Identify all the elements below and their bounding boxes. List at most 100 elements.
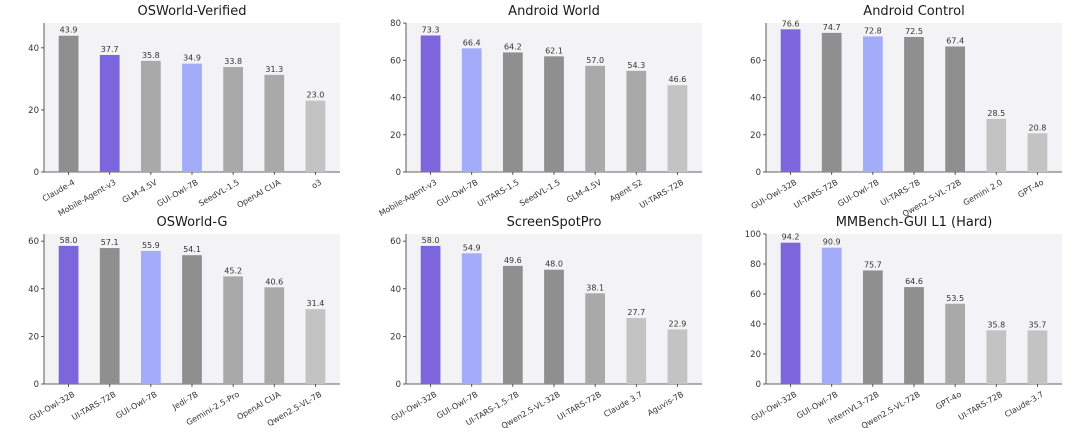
category-label: OpenAI CUA <box>235 178 282 210</box>
data-label: 66.4 <box>463 38 481 47</box>
data-label: 72.8 <box>864 26 882 35</box>
y-tick-label: 0 <box>396 168 401 178</box>
data-label: 46.6 <box>669 75 687 84</box>
data-label: 35.8 <box>987 320 1005 329</box>
category-label: UI-TARS-72B <box>70 390 117 422</box>
category-label: GPT-4o <box>1016 178 1045 200</box>
bar <box>264 74 285 172</box>
chart-panel-1: OSWorld-Verified0204043.9Claude-437.7Mob… <box>28 4 340 218</box>
data-label: 53.5 <box>946 294 964 303</box>
bar <box>1027 133 1048 172</box>
data-label: 40.6 <box>265 277 283 286</box>
y-tick-label: 40 <box>28 44 39 54</box>
y-tick-label: 40 <box>390 285 401 295</box>
data-label: 76.6 <box>782 19 800 28</box>
y-tick-label: 20 <box>390 332 401 342</box>
y-tick-label: 60 <box>750 290 761 300</box>
bar <box>862 36 883 172</box>
bar <box>667 85 688 172</box>
category-label: GUI-Owl-7B <box>155 178 199 209</box>
bar <box>544 269 564 384</box>
category-label: GUI-Owl-7B <box>114 390 158 421</box>
bar <box>626 70 647 172</box>
bar <box>585 293 606 384</box>
chart-title: Android Control <box>863 4 964 19</box>
bar <box>780 242 801 384</box>
bar <box>667 329 688 384</box>
data-label: 64.6 <box>905 277 923 286</box>
data-label: 45.2 <box>224 266 242 275</box>
data-label: 33.8 <box>224 57 242 66</box>
data-label: 49.6 <box>504 256 522 265</box>
data-label: 58.0 <box>60 236 78 245</box>
category-label: UI-TARS-1.5 <box>476 178 521 209</box>
category-label: UI-TARS-72B <box>638 178 685 210</box>
category-label: GUI-Owl-7B <box>435 178 479 209</box>
category-label: GLM-4.5V <box>121 178 159 205</box>
y-tick-label: 20 <box>750 131 761 141</box>
y-tick-label: 40 <box>28 285 39 295</box>
bar <box>305 100 326 172</box>
data-label: 35.8 <box>142 51 160 60</box>
category-label: GUI-Owl-32B <box>750 390 799 423</box>
category-label: Mobile-Agent-v3 <box>377 178 438 218</box>
data-label: 62.1 <box>545 46 563 55</box>
bar <box>223 276 244 384</box>
bar <box>862 270 883 384</box>
chart-panel-4: OSWorld-G 0 20 40 60 58.0 GUI-Owl-32B 57.1 UI-TA… <box>28 215 340 428</box>
bar <box>182 255 202 384</box>
bar <box>140 60 161 172</box>
data-label: 48.0 <box>545 260 563 269</box>
data-label: 54.1 <box>183 245 201 254</box>
y-tick-label: 0 <box>34 380 39 390</box>
bar <box>585 65 606 172</box>
category-label: Claude 3.7 <box>602 390 644 419</box>
data-label: 31.3 <box>265 65 283 74</box>
bar <box>461 253 482 384</box>
category-label: GUI-Owl-32B <box>390 390 439 423</box>
bar <box>305 309 326 384</box>
bar <box>58 35 79 173</box>
data-label: 43.9 <box>60 26 78 35</box>
data-label: 55.9 <box>142 241 160 250</box>
y-tick-label: 80 <box>390 19 401 29</box>
bar <box>420 35 441 173</box>
category-label: GUI-Owl-32B <box>28 390 77 423</box>
bar <box>986 330 1007 384</box>
y-tick-label: 60 <box>390 237 401 247</box>
data-label: 74.7 <box>823 23 841 32</box>
category-label: UI-TARS-72B <box>957 390 1004 422</box>
bar <box>821 247 842 384</box>
data-label: 28.5 <box>987 109 1005 118</box>
category-label: SeedVL-1.5 <box>197 178 241 208</box>
category-label: Aguvis-7B <box>646 390 685 418</box>
bar <box>461 48 482 172</box>
y-tick-label: 20 <box>390 131 401 141</box>
chart-title: MMBench-GUI L1 (Hard) <box>836 215 993 230</box>
y-tick-label: 60 <box>750 56 761 66</box>
data-label: 34.9 <box>183 54 201 63</box>
y-tick-label: 40 <box>750 320 761 330</box>
data-label: 57.0 <box>586 56 604 65</box>
data-label: 37.7 <box>101 45 119 54</box>
category-label: GPT-4o <box>934 390 963 412</box>
y-tick-label: 0 <box>34 168 39 178</box>
bar <box>945 46 966 172</box>
category-label: Agent S2 <box>608 178 644 204</box>
bar <box>1027 330 1048 384</box>
y-tick-label: 60 <box>390 56 401 66</box>
y-tick-label: 20 <box>750 350 761 360</box>
bar <box>544 56 564 173</box>
category-label: Gemini 2.0 <box>962 178 1004 208</box>
data-label: 35.7 <box>1029 320 1047 329</box>
y-tick-label: 40 <box>390 94 401 104</box>
bar <box>420 245 441 384</box>
y-tick-label: 60 <box>28 237 39 247</box>
bar <box>99 54 120 172</box>
bar <box>904 287 924 384</box>
bar <box>58 245 79 384</box>
bar <box>986 118 1007 172</box>
category-label: SeedVL-1.5 <box>518 178 562 208</box>
chart-title: OSWorld-G <box>157 215 228 230</box>
